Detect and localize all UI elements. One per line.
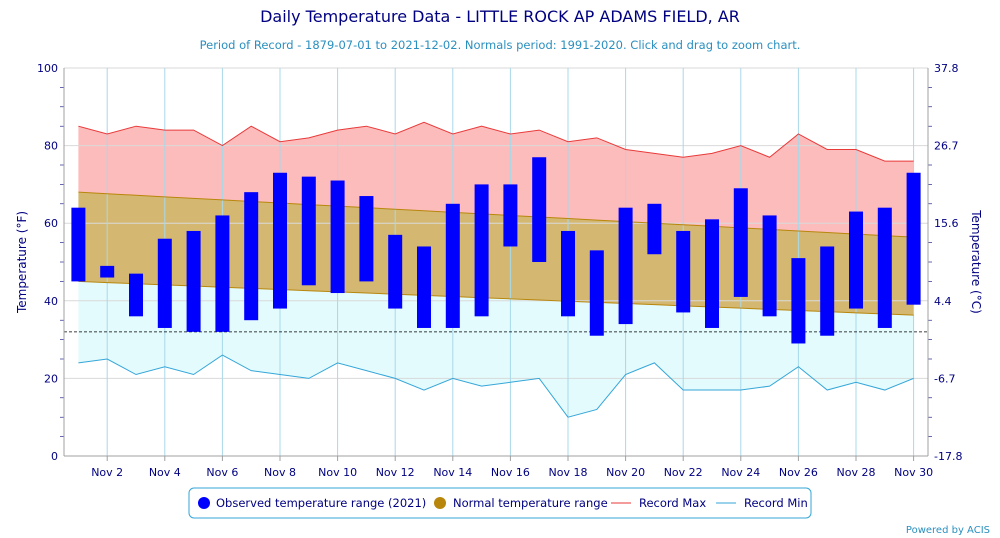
legend-label-observed: Observed temperature range (2021) [216, 496, 426, 510]
x-tick-label: Nov 8 [264, 466, 296, 479]
observed-range-bar [733, 188, 748, 297]
observed-range-bar [359, 196, 374, 282]
observed-legend-marker [198, 497, 210, 509]
x-tick-label: Nov 14 [433, 466, 472, 479]
observed-range-bar [762, 215, 777, 317]
observed-range-bar [301, 176, 316, 286]
legend-label-normal: Normal temperature range [453, 496, 608, 510]
legend: Observed temperature range (2021) Normal… [188, 487, 812, 519]
record-max-line [78, 121, 914, 162]
x-tick-label: Nov 18 [549, 466, 588, 479]
chart-title: Daily Temperature Data - LITTLE ROCK AP … [260, 7, 740, 26]
observed-range-bar [791, 258, 806, 344]
x-tick-label: Nov 28 [837, 466, 876, 479]
observed-range-bar [906, 172, 921, 305]
y-tick-label-left: 20 [44, 372, 58, 385]
y-tick-label-left: 0 [51, 450, 58, 463]
observed-range-bar [589, 250, 604, 336]
y-tick-label-right: -6.7 [934, 372, 955, 385]
observed-range-bar [388, 234, 403, 309]
observed-range-bar [676, 230, 691, 313]
observed-range-bar [445, 203, 460, 328]
observed-range-bar [100, 265, 115, 278]
legend-label-record-max: Record Max [639, 496, 706, 510]
y-tick-label-right: 37.8 [934, 62, 959, 75]
record-max-area [78, 122, 914, 238]
normal-legend-marker [434, 497, 446, 509]
x-tick-label: Nov 22 [664, 466, 703, 479]
y-tick-label-right: -17.8 [934, 450, 962, 463]
observed-range-bar [215, 215, 230, 332]
observed-range-bar [71, 207, 86, 282]
observed-range-bar [561, 230, 575, 317]
legend-item-observed[interactable]: Observed temperature range (2021) [198, 496, 426, 510]
observed-range-bar [244, 192, 259, 321]
x-tick-label: Nov 4 [149, 466, 181, 479]
observed-range-bar [820, 246, 835, 336]
observed-range-bar [129, 273, 143, 317]
x-tick-label: Nov 6 [206, 466, 238, 479]
observed-range-bar [503, 184, 518, 247]
chart-subtitle: Period of Record - 1879-07-01 to 2021-12… [200, 38, 801, 52]
y-axis-title-right: Temperature (°C) [969, 209, 983, 314]
x-tick-label: Nov 16 [491, 466, 530, 479]
x-tick-label: Nov 2 [91, 466, 123, 479]
legend-item-record-min[interactable]: Record Min [716, 496, 808, 510]
observed-range-bar [849, 211, 863, 309]
y-axis-title-left: Temperature (°F) [15, 211, 29, 314]
legend-item-record-max[interactable]: Record Max [611, 496, 706, 510]
legend-box [188, 487, 812, 519]
legend-item-normal[interactable]: Normal temperature range [434, 496, 608, 510]
x-tick-label: Nov 24 [721, 466, 760, 479]
y-tick-label-right: 4.4 [934, 295, 952, 308]
observed-range-bar [474, 184, 489, 317]
observed-range-bar [618, 207, 633, 325]
plot-area[interactable]: 0 20 40 60 80 100 -17.8 -6.7 4.4 15.6 26.7 37.8 Nov … [37, 62, 962, 479]
y-tick-label-right: 15.6 [934, 217, 959, 230]
observed-range-bar [532, 157, 547, 262]
record-min-line [78, 354, 914, 418]
credit-text[interactable]: Powered by ACIS [906, 525, 990, 536]
x-tick-label: Nov 30 [894, 466, 933, 479]
observed-range-bar [273, 172, 287, 309]
x-tick-label: Nov 10 [318, 466, 357, 479]
observed-range-bar [330, 180, 345, 294]
observed-range-bar [705, 219, 719, 328]
x-tick-label: Nov 26 [779, 466, 818, 479]
observed-range-bar [417, 246, 431, 328]
x-tick-label: Nov 12 [376, 466, 415, 479]
y-tick-label-left: 40 [44, 295, 58, 308]
observed-range-bar [186, 230, 201, 332]
observed-range-bar [877, 207, 892, 328]
observed-range-bar [647, 203, 662, 255]
legend-label-record-min: Record Min [744, 496, 808, 510]
y-tick-label-left: 100 [37, 62, 58, 75]
y-tick-label-left: 80 [44, 140, 58, 153]
observed-range-bar [157, 238, 172, 328]
y-tick-label-right: 26.7 [934, 140, 959, 153]
y-tick-label-left: 60 [44, 217, 58, 230]
record-min-area [78, 281, 914, 418]
x-tick-label: Nov 20 [606, 466, 645, 479]
